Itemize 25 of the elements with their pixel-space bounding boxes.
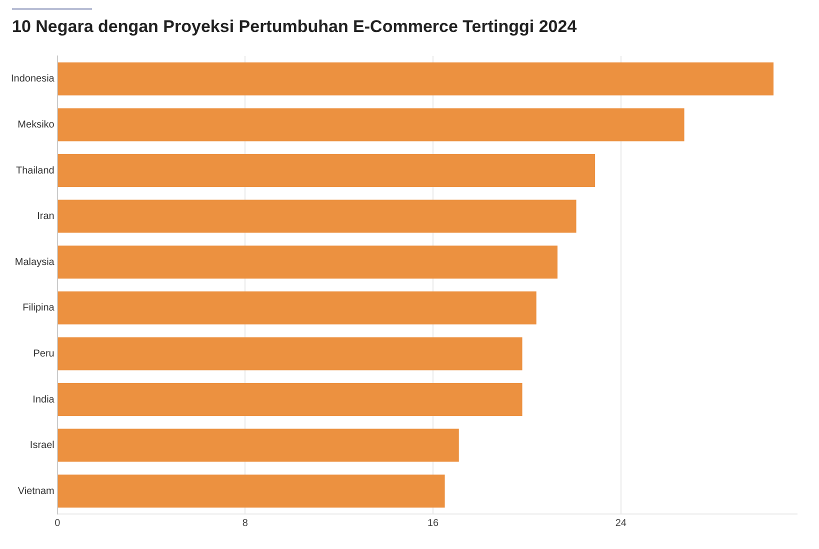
y-tick-label: Peru: [33, 348, 54, 360]
y-tick-label: Vietnam: [18, 486, 54, 497]
bar: [58, 383, 522, 416]
bar: [58, 154, 596, 187]
x-tick-label: 24: [615, 518, 627, 529]
y-tick-label: Malaysia: [14, 256, 55, 268]
bar: [58, 62, 774, 96]
bar: [58, 291, 536, 324]
bar: [58, 474, 445, 508]
x-tick-label: 16: [427, 518, 440, 529]
chart-title: 10 Negara dengan Proyeksi Pertumbuhan E-Commerce Tertinggi 2024: [12, 17, 578, 36]
bar: [58, 337, 522, 370]
y-tick-label: Thailand: [16, 165, 54, 176]
y-tick-label: Meksiko: [18, 119, 55, 130]
y-tick-label: Iran: [37, 211, 54, 222]
bar: [58, 428, 459, 462]
x-tick-label: 8: [242, 518, 248, 529]
y-tick-label: Israel: [30, 440, 54, 452]
bar: [58, 246, 558, 279]
x-tick-label: 0: [54, 518, 61, 529]
y-tick-label: Filipina: [22, 302, 55, 314]
bar: [58, 200, 576, 233]
y-tick-label: India: [32, 394, 55, 406]
y-tick-label: Indonesia: [10, 74, 55, 85]
bar: [58, 108, 684, 142]
